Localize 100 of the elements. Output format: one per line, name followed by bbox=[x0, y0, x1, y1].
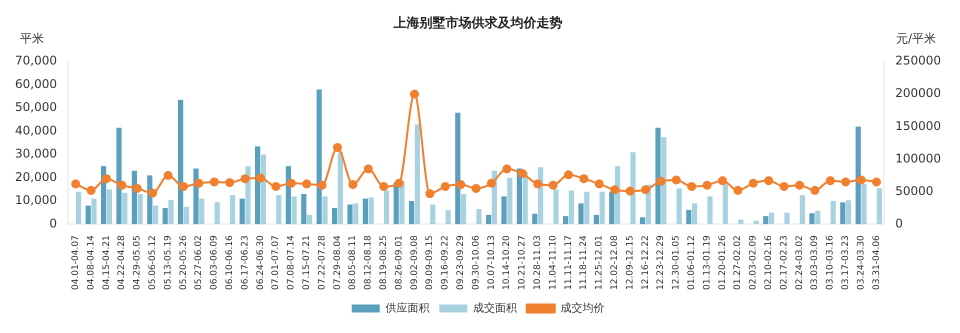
point bbox=[425, 189, 434, 198]
bar bbox=[384, 190, 390, 224]
bar bbox=[138, 194, 143, 224]
bar bbox=[292, 196, 297, 224]
legend-label: 成交均价 bbox=[560, 301, 604, 314]
bar bbox=[230, 195, 236, 224]
bar bbox=[199, 198, 204, 224]
bar bbox=[486, 214, 492, 224]
point bbox=[178, 182, 188, 191]
point bbox=[240, 174, 250, 184]
x-tick-label: 02.10-02.16 bbox=[764, 234, 774, 290]
bar bbox=[686, 210, 692, 224]
bar bbox=[507, 178, 512, 224]
point bbox=[640, 185, 650, 194]
bar bbox=[91, 198, 97, 224]
x-tick-label: 12.02-12.08 bbox=[610, 234, 620, 290]
x-tick-label: 02.24-03.02 bbox=[794, 235, 805, 290]
point bbox=[610, 185, 620, 194]
y2-tick-label: 250000 bbox=[895, 54, 942, 68]
x-tick-label: 10.07-10.13 bbox=[486, 235, 497, 290]
point bbox=[687, 182, 696, 191]
point bbox=[256, 174, 265, 183]
x-tick-label: 06.24-06.30 bbox=[256, 234, 266, 290]
bar bbox=[306, 214, 312, 224]
point bbox=[579, 174, 588, 184]
x-tick-label: 01.13-01.19 bbox=[702, 234, 712, 290]
point bbox=[656, 176, 666, 186]
bar bbox=[162, 208, 168, 224]
x-tick-label: 01.20-01.26 bbox=[718, 234, 728, 290]
bar bbox=[501, 196, 507, 224]
x-tick-label: 08.12-08.18 bbox=[364, 234, 374, 290]
bar bbox=[76, 192, 82, 224]
x-tick-label: 08.26-09.01 bbox=[394, 235, 404, 290]
x-tick-label: 05.06-05.12 bbox=[148, 235, 158, 290]
bar bbox=[86, 206, 91, 224]
bar bbox=[414, 124, 420, 224]
x-tick-label: 10.14-10.20 bbox=[502, 234, 512, 290]
bar bbox=[676, 188, 682, 224]
x-tick-label: 12.23-12.29 bbox=[656, 234, 666, 290]
point bbox=[271, 182, 280, 191]
bar bbox=[784, 212, 790, 224]
bar bbox=[809, 213, 815, 224]
x-tick-label: 03.24-03.30 bbox=[856, 234, 866, 290]
x-tick-label: 04.22-04.28 bbox=[117, 234, 128, 290]
bar bbox=[106, 189, 112, 224]
y-tick-label: 10,000 bbox=[14, 193, 57, 208]
point bbox=[672, 175, 681, 184]
bar bbox=[640, 217, 646, 224]
bar bbox=[754, 220, 759, 224]
bar bbox=[532, 214, 538, 224]
point bbox=[533, 179, 542, 188]
point bbox=[780, 182, 789, 191]
point bbox=[456, 180, 466, 190]
x-tick-label: 07.29-08.04 bbox=[332, 234, 343, 290]
bar bbox=[394, 182, 399, 224]
bar bbox=[152, 206, 158, 224]
x-tick-label: 02.03-02.09 bbox=[748, 234, 759, 290]
y2-tick-label: 200000 bbox=[895, 86, 942, 100]
y2-axis-title: 元/平米 bbox=[896, 32, 936, 46]
bar bbox=[522, 172, 528, 224]
bar bbox=[322, 196, 328, 224]
bar bbox=[768, 212, 774, 224]
point bbox=[332, 142, 342, 152]
y-tick-label: 50,000 bbox=[14, 100, 57, 114]
point bbox=[856, 175, 866, 184]
x-tick-label: 04.29-05.05 bbox=[132, 235, 143, 290]
point bbox=[718, 176, 727, 186]
x-tick-label: 06.10-06.16 bbox=[225, 234, 236, 290]
point bbox=[702, 180, 712, 190]
x-tick-label: 07.22-07.28 bbox=[317, 234, 328, 290]
point bbox=[794, 180, 804, 190]
point bbox=[594, 179, 604, 188]
x-tick-label: 07.08-07.14 bbox=[286, 234, 297, 290]
bar bbox=[122, 192, 128, 224]
bar bbox=[763, 216, 768, 224]
x-tick-label: 08.19-08.25 bbox=[379, 235, 390, 290]
x-tick-label: 05.20-05.26 bbox=[178, 234, 189, 290]
bar bbox=[856, 126, 861, 224]
bar bbox=[476, 209, 482, 224]
x-tick-label: 01.06-01.12 bbox=[687, 235, 698, 290]
point bbox=[394, 178, 404, 188]
point bbox=[348, 180, 358, 190]
legend-label: 供应面积 bbox=[385, 301, 430, 314]
point bbox=[194, 178, 204, 188]
bar bbox=[738, 220, 744, 224]
point bbox=[379, 182, 388, 191]
x-tick-label: 06.17-06.23 bbox=[240, 235, 250, 290]
bar bbox=[332, 208, 338, 224]
bar bbox=[568, 190, 574, 224]
bar bbox=[553, 189, 559, 224]
bar bbox=[563, 216, 568, 224]
point bbox=[86, 186, 96, 195]
y-tick-label: 70,000 bbox=[14, 54, 57, 68]
point bbox=[486, 178, 496, 188]
bar bbox=[368, 198, 374, 224]
point bbox=[410, 90, 419, 99]
point bbox=[148, 188, 158, 198]
bar bbox=[815, 210, 820, 224]
point bbox=[132, 184, 142, 193]
point bbox=[164, 170, 173, 180]
